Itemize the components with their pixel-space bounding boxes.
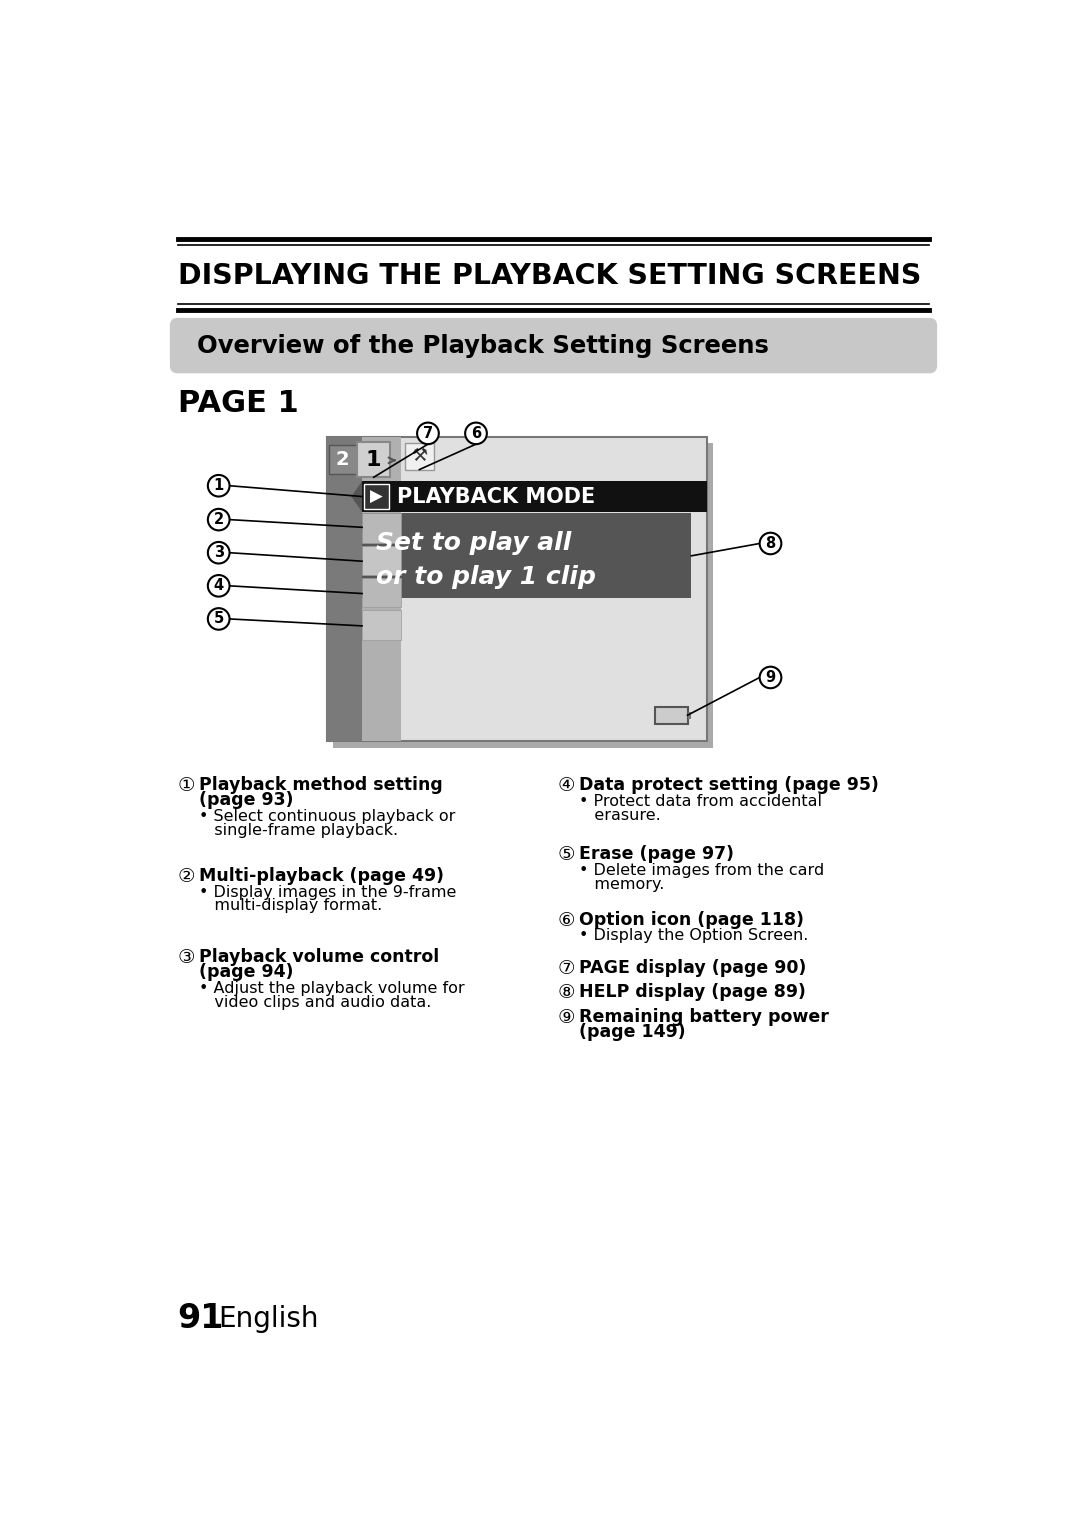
Text: Data protect setting (page 95): Data protect setting (page 95) (579, 777, 879, 794)
Text: or to play 1 clip: or to play 1 clip (376, 565, 596, 589)
Text: Option icon (page 118): Option icon (page 118) (579, 911, 805, 929)
Text: ⑤: ⑤ (557, 845, 575, 864)
Bar (362, 610, 401, 639)
Bar (327, 438, 707, 742)
Text: video clips and audio data.: video clips and audio data. (200, 995, 432, 1010)
Bar (328, 446, 356, 475)
Text: PAGE 1: PAGE 1 (177, 389, 298, 418)
Text: ⑥: ⑥ (557, 911, 575, 929)
Text: • Protect data from accidental: • Protect data from accidental (579, 794, 822, 809)
Circle shape (207, 542, 230, 563)
Text: Erase (page 97): Erase (page 97) (579, 845, 734, 864)
Text: 7: 7 (423, 426, 433, 441)
Bar (362, 578, 401, 607)
Bar (362, 513, 401, 543)
Text: 8: 8 (766, 536, 775, 551)
Text: 2: 2 (214, 513, 224, 526)
Text: • Select continuous playback or: • Select continuous playback or (200, 809, 456, 824)
Text: 2: 2 (336, 450, 350, 468)
Bar (362, 481, 707, 511)
Text: multi-display format.: multi-display format. (200, 899, 382, 914)
Text: English: English (218, 1305, 319, 1332)
Circle shape (759, 667, 781, 688)
Text: DISPLAYING THE PLAYBACK SETTING SCREENS: DISPLAYING THE PLAYBACK SETTING SCREENS (177, 261, 921, 290)
Text: PLAYBACK MODE: PLAYBACK MODE (397, 487, 595, 507)
Text: Multi-playback (page 49): Multi-playback (page 49) (200, 867, 444, 885)
Text: (page 93): (page 93) (200, 792, 294, 809)
Circle shape (207, 475, 230, 496)
Circle shape (207, 508, 230, 531)
Text: 6: 6 (471, 426, 481, 441)
Text: 5: 5 (214, 612, 224, 627)
Circle shape (417, 423, 438, 444)
Bar (362, 513, 691, 598)
Bar (405, 444, 434, 470)
Text: single-frame playback.: single-frame playback. (200, 823, 399, 838)
Text: (page 94): (page 94) (200, 963, 294, 981)
Text: • Display the Option Screen.: • Display the Option Screen. (579, 928, 809, 943)
Bar (688, 711, 691, 719)
Bar (357, 443, 390, 478)
Text: • Display images in the 9-frame: • Display images in the 9-frame (200, 885, 457, 900)
Text: ⑦: ⑦ (557, 958, 575, 978)
Bar (364, 484, 389, 508)
Bar (334, 444, 713, 748)
Text: ②: ② (177, 867, 195, 887)
Polygon shape (351, 481, 362, 511)
Bar (327, 438, 362, 742)
Text: Playback method setting: Playback method setting (200, 777, 443, 794)
Text: 4: 4 (214, 578, 224, 594)
Text: ⑧: ⑧ (557, 983, 575, 1003)
FancyBboxPatch shape (170, 317, 937, 374)
Text: Playback volume control: Playback volume control (200, 948, 440, 966)
Text: HELP display (page 89): HELP display (page 89) (579, 983, 806, 1001)
Text: 1: 1 (214, 478, 224, 493)
Text: PAGE display (page 90): PAGE display (page 90) (579, 958, 807, 977)
Bar (656, 707, 688, 723)
Circle shape (759, 533, 781, 554)
Text: 91: 91 (177, 1302, 224, 1335)
Text: (page 149): (page 149) (579, 1024, 686, 1041)
Text: 9: 9 (766, 670, 775, 685)
Text: ▶: ▶ (370, 487, 383, 505)
Text: memory.: memory. (579, 877, 664, 891)
Circle shape (207, 609, 230, 630)
Circle shape (207, 575, 230, 597)
Bar (362, 438, 401, 742)
Bar (362, 546, 401, 575)
Text: 1: 1 (366, 450, 381, 470)
Text: ⑨: ⑨ (557, 1007, 575, 1027)
Text: Overview of the Playback Setting Screens: Overview of the Playback Setting Screens (197, 334, 769, 357)
Text: erasure.: erasure. (579, 807, 661, 823)
Text: ③: ③ (177, 948, 195, 967)
Text: • Delete images from the card: • Delete images from the card (579, 864, 824, 877)
Text: 3: 3 (214, 545, 224, 560)
Text: ④: ④ (557, 777, 575, 795)
Text: Set to play all: Set to play all (376, 531, 571, 555)
Text: • Adjust the playback volume for: • Adjust the playback volume for (200, 981, 465, 996)
Circle shape (465, 423, 487, 444)
Text: ①: ① (177, 777, 195, 795)
Text: Remaining battery power: Remaining battery power (579, 1007, 829, 1025)
Text: ⚒: ⚒ (411, 447, 428, 465)
